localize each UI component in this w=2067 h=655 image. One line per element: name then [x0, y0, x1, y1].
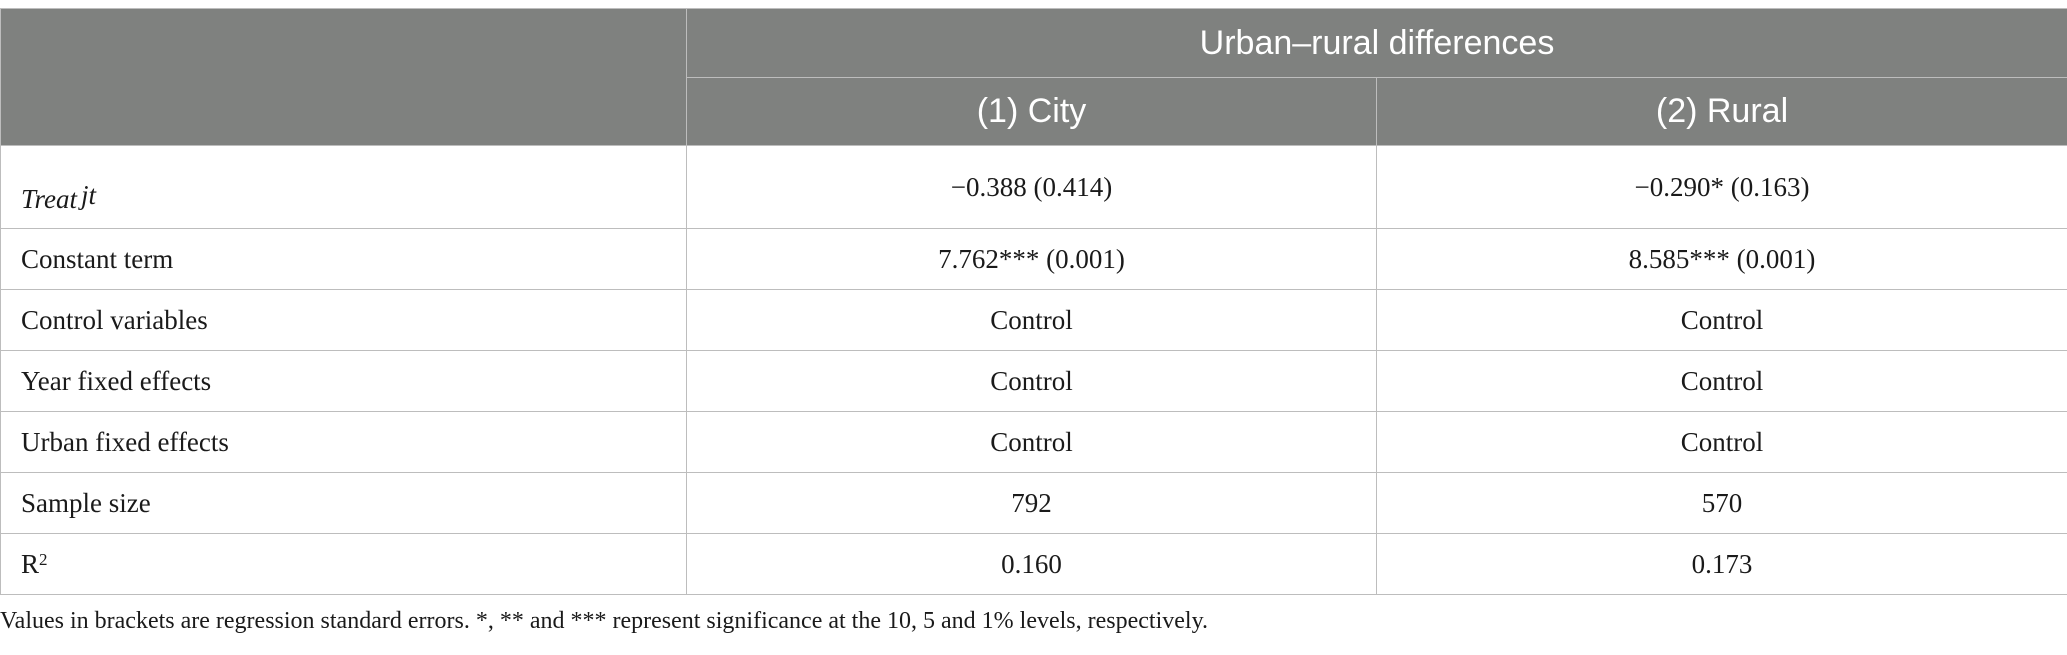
table-row: Sample size 792 570	[0, 472, 2067, 534]
cell-r-squared-rural: 0.173	[1376, 533, 2067, 595]
cell-constant-city: 7.762*** (0.001)	[686, 228, 1377, 290]
row-label-sample-size: Sample size	[0, 472, 687, 534]
row-label-treat: Treat jt	[0, 145, 687, 229]
cell-treat-rural: −0.290* (0.163)	[1376, 145, 2067, 229]
cell-r-squared-city: 0.160	[686, 533, 1377, 595]
cell-year-fe-rural: Control	[1376, 350, 2067, 412]
cell-sample-size-rural: 570	[1376, 472, 2067, 534]
row-label-r-squared: R2	[0, 533, 687, 595]
cell-sample-size-city: 792	[686, 472, 1377, 534]
table-row: Year fixed effects Control Control	[0, 350, 2067, 412]
header-row-group: Urban–rural differences	[0, 8, 2067, 146]
treat-label-text: Treat	[21, 183, 78, 214]
regression-table: Urban–rural differences (1) City (2) Rur…	[0, 8, 2067, 595]
cell-year-fe-city: Control	[686, 350, 1377, 412]
row-label-urban-fixed-effects: Urban fixed effects	[0, 411, 687, 473]
row-label-constant: Constant term	[0, 228, 687, 290]
row-label-control-variables: Control variables	[0, 289, 687, 351]
row-label-year-fixed-effects: Year fixed effects	[0, 350, 687, 412]
table-body: Treat jt −0.388 (0.414) −0.290* (0.163) C…	[0, 145, 2067, 595]
treat-label-subscript: jt	[81, 179, 97, 210]
column-header-rural: (2) Rural	[1376, 77, 2067, 146]
table-row: Constant term 7.762*** (0.001) 8.585*** …	[0, 228, 2067, 290]
cell-urban-fe-rural: Control	[1376, 411, 2067, 473]
cell-urban-fe-city: Control	[686, 411, 1377, 473]
cell-control-variables-city: Control	[686, 289, 1377, 351]
header-empty-cell	[0, 8, 687, 146]
table-header: Urban–rural differences (1) City (2) Rur…	[0, 8, 2067, 146]
table-row: Urban fixed effects Control Control	[0, 411, 2067, 473]
table-row: R2 0.160 0.173	[0, 533, 2067, 595]
table-row: Treat jt −0.388 (0.414) −0.290* (0.163)	[0, 145, 2067, 229]
table-footnote: Values in brackets are regression standa…	[0, 608, 1209, 634]
header-row-columns: (1) City (2) Rural	[1, 77, 2067, 146]
cell-constant-rural: 8.585*** (0.001)	[1376, 228, 2067, 290]
column-header-city: (1) City	[686, 77, 1377, 146]
cell-treat-city: −0.388 (0.414)	[686, 145, 1377, 229]
r-squared-superscript: 2	[39, 550, 48, 569]
group-header: Urban–rural differences	[686, 8, 2067, 78]
r-squared-label-text: R	[21, 549, 40, 579]
cell-control-variables-rural: Control	[1376, 289, 2067, 351]
table-row: Control variables Control Control	[0, 289, 2067, 351]
regression-table-container: Urban–rural differences (1) City (2) Rur…	[0, 8, 2067, 595]
